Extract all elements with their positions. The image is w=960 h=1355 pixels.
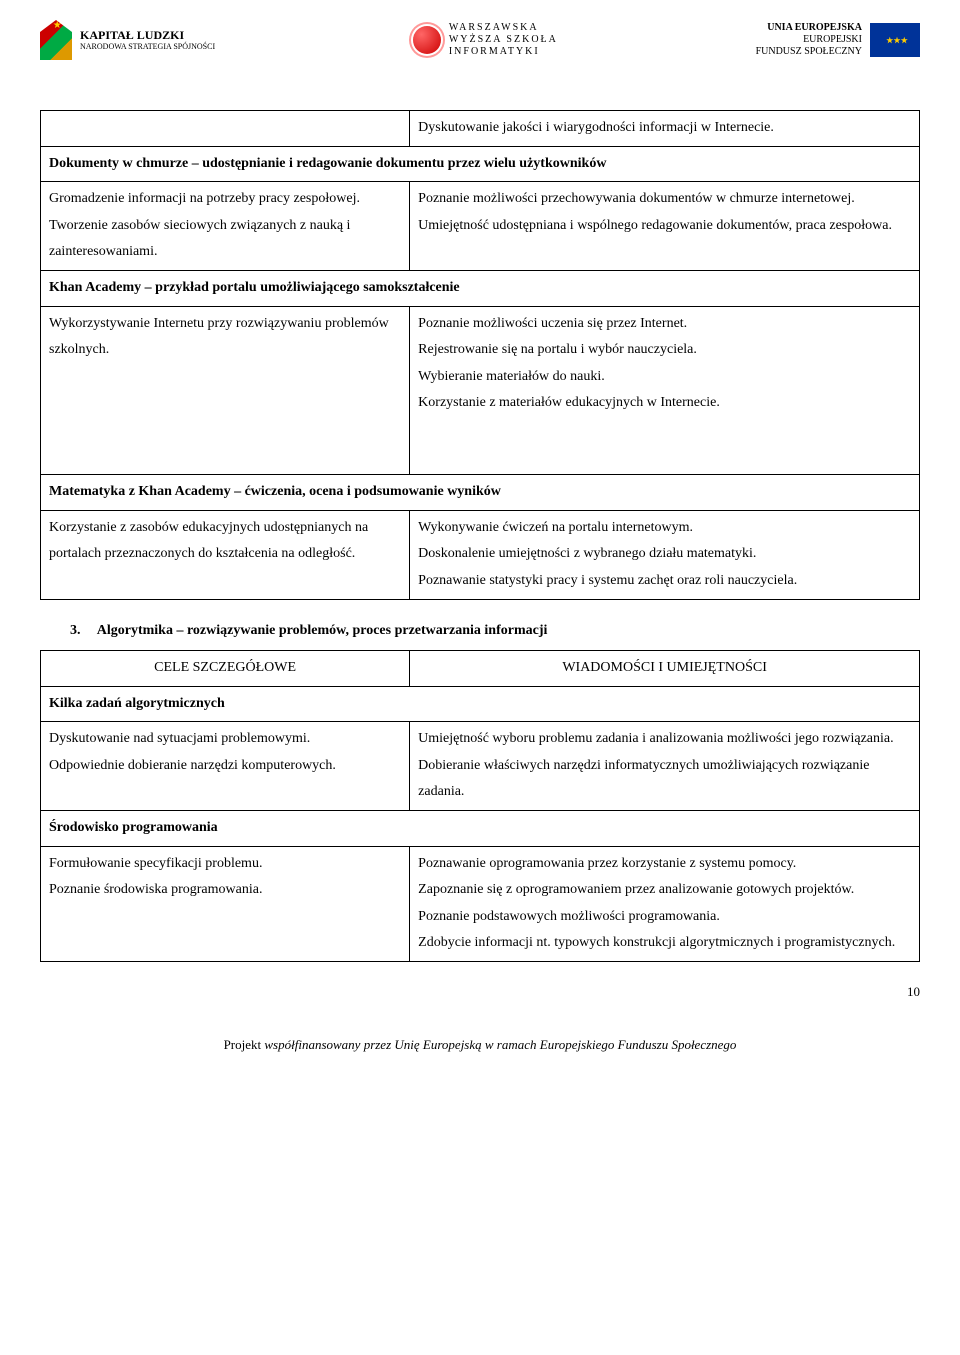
eu-line2: EUROPEJSKI xyxy=(756,34,862,46)
kl-title: KAPITAŁ LUDZKI xyxy=(80,28,215,42)
cell-text: Poznawanie oprogramowania przez korzysta… xyxy=(418,851,911,957)
cell: Wykonywanie ćwiczeń na portalu interneto… xyxy=(410,510,920,599)
table-header: CELE SZCZEGÓŁOWE xyxy=(41,651,410,687)
table-block-1: Dyskutowanie jakości i wiarygodności inf… xyxy=(40,110,920,600)
logo-eu: UNIA EUROPEJSKA EUROPEJSKI FUNDUSZ SPOŁE… xyxy=(756,22,920,58)
table-row: Dyskutowanie nad sytuacjami problemowymi… xyxy=(41,722,920,811)
table-row: Korzystanie z zasobów edukacyjnych udost… xyxy=(41,510,920,599)
cell-text: Poznanie możliwości uczenia się przez In… xyxy=(418,311,911,417)
table-row: Dokumenty w chmurze – udostępnianie i re… xyxy=(41,146,920,182)
cell-text: Korzystanie z zasobów edukacyjnych udost… xyxy=(49,515,401,568)
logo-kl-text: KAPITAŁ LUDZKI NARODOWA STRATEGIA SPÓJNO… xyxy=(80,28,215,52)
cell: Gromadzenie informacji na potrzeby pracy… xyxy=(41,182,410,271)
wwsi-line3: INFORMATYKI xyxy=(449,46,558,58)
table-row: Kilka zadań algorytmicznych xyxy=(41,686,920,722)
section-heading: Matematyka z Khan Academy – ćwiczenia, o… xyxy=(41,475,920,511)
header-logos: ★ KAPITAŁ LUDZKI NARODOWA STRATEGIA SPÓJ… xyxy=(40,20,920,60)
cell: Wykorzystywanie Internetu przy rozwiązyw… xyxy=(41,306,410,475)
cell-text: Dyskutowanie jakości i wiarygodności inf… xyxy=(418,120,774,135)
cell: Dyskutowanie jakości i wiarygodności inf… xyxy=(410,111,920,147)
table-block-2: CELE SZCZEGÓŁOWE WIADOMOŚCI I UMIEJĘTNOŚ… xyxy=(40,650,920,962)
table-row: CELE SZCZEGÓŁOWE WIADOMOŚCI I UMIEJĘTNOŚ… xyxy=(41,651,920,687)
table-row: Dyskutowanie jakości i wiarygodności inf… xyxy=(41,111,920,147)
footer: Projekt współfinansowany przez Unię Euro… xyxy=(40,1033,920,1058)
table-row: Matematyka z Khan Academy – ćwiczenia, o… xyxy=(41,475,920,511)
cell: Umiejętność wyboru problemu zadania i an… xyxy=(410,722,920,811)
cell: Dyskutowanie nad sytuacjami problemowymi… xyxy=(41,722,410,811)
cell-text: Umiejętność wyboru problemu zadania i an… xyxy=(418,726,911,806)
wwsi-line1: WARSZAWSKA xyxy=(449,22,558,34)
table-row: Khan Academy – przykład portalu umożliwi… xyxy=(41,270,920,306)
wwsi-line2: WYŻSZA SZKOŁA xyxy=(449,34,558,46)
section-heading: Kilka zadań algorytmicznych xyxy=(41,686,920,722)
footer-prefix: Projekt xyxy=(224,1037,265,1052)
logo-eu-text: UNIA EUROPEJSKA EUROPEJSKI FUNDUSZ SPOŁE… xyxy=(756,22,862,58)
eu-flag-icon: ⋆⋆⋆ xyxy=(870,23,920,57)
cell-text: Formułowanie specyfikacji problemu.Pozna… xyxy=(49,851,401,904)
table-row: Formułowanie specyfikacji problemu.Pozna… xyxy=(41,846,920,961)
cell: Korzystanie z zasobów edukacyjnych udost… xyxy=(41,510,410,599)
kl-subtitle: NARODOWA STRATEGIA SPÓJNOŚCI xyxy=(80,42,215,52)
logo-wwsi: WARSZAWSKA WYŻSZA SZKOŁA INFORMATYKI xyxy=(413,22,558,58)
cell: Poznawanie oprogramowania przez korzysta… xyxy=(410,846,920,961)
cell-text: Gromadzenie informacji na potrzeby pracy… xyxy=(49,186,401,266)
section-number: 3. xyxy=(70,618,94,645)
cell: Poznanie możliwości uczenia się przez In… xyxy=(410,306,920,475)
cell-text: Wykonywanie ćwiczeń na portalu interneto… xyxy=(418,515,911,595)
table-row: Gromadzenie informacji na potrzeby pracy… xyxy=(41,182,920,271)
logo-kapital-ludzki: ★ KAPITAŁ LUDZKI NARODOWA STRATEGIA SPÓJ… xyxy=(40,20,215,60)
footer-text: współfinansowany przez Unię Europejską w… xyxy=(264,1037,736,1052)
cell-text: Dyskutowanie nad sytuacjami problemowymi… xyxy=(49,726,401,779)
section-heading: Środowisko programowania xyxy=(41,811,920,847)
eu-line3: FUNDUSZ SPOŁECZNY xyxy=(756,46,862,58)
cell-empty xyxy=(41,111,410,147)
cell-text: Wykorzystywanie Internetu przy rozwiązyw… xyxy=(49,311,401,364)
table-header: WIADOMOŚCI I UMIEJĘTNOŚCI xyxy=(410,651,920,687)
logo-wwsi-text: WARSZAWSKA WYŻSZA SZKOŁA INFORMATYKI xyxy=(449,22,558,58)
eu-line1: UNIA EUROPEJSKA xyxy=(756,22,862,34)
page-number: 10 xyxy=(40,980,920,1005)
section-title-text: Algorytmika – rozwiązywanie problemów, p… xyxy=(97,623,548,638)
wwsi-icon xyxy=(413,26,441,54)
section-3-title: 3. Algorytmika – rozwiązywanie problemów… xyxy=(70,618,920,645)
cell: Formułowanie specyfikacji problemu.Pozna… xyxy=(41,846,410,961)
kapital-ludzki-icon: ★ xyxy=(40,20,72,60)
section-heading: Khan Academy – przykład portalu umożliwi… xyxy=(41,270,920,306)
table-row: Wykorzystywanie Internetu przy rozwiązyw… xyxy=(41,306,920,475)
cell: Poznanie możliwości przechowywania dokum… xyxy=(410,182,920,271)
section-heading: Dokumenty w chmurze – udostępnianie i re… xyxy=(41,146,920,182)
table-row: Środowisko programowania xyxy=(41,811,920,847)
cell-text: Poznanie możliwości przechowywania dokum… xyxy=(418,186,911,239)
